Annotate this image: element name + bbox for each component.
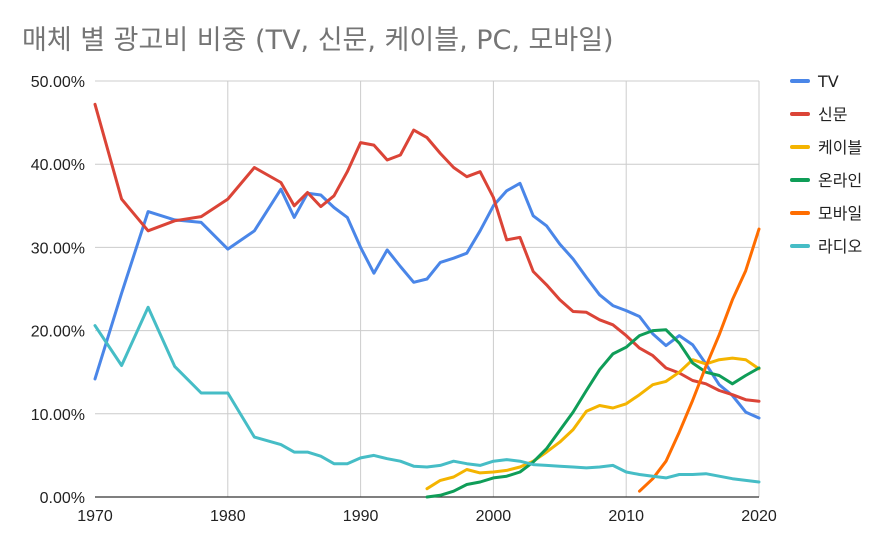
- x-tick-label: 1990: [343, 508, 379, 525]
- legend-item: 신문: [790, 105, 847, 124]
- legend-item: 온라인: [790, 171, 862, 190]
- legend-label: 신문: [818, 105, 847, 124]
- series-line-신문: [93, 102, 761, 403]
- legend-label: TV: [817, 72, 839, 91]
- x-tick-label: 2010: [608, 508, 644, 525]
- series-line-라디오: [93, 305, 761, 484]
- x-tick-label: 1980: [210, 508, 246, 525]
- y-tick-label: 40.00%: [31, 157, 85, 174]
- x-tick-label: 2020: [741, 508, 777, 525]
- chart-title: 매체 별 광고비 비중 (TV, 신문, 케이블, PC, 모바일): [22, 25, 614, 56]
- x-tick-label: 1970: [77, 508, 113, 525]
- x-axis-ticks: 1970 1980 1990 2000 2010 2020: [77, 508, 777, 525]
- y-tick-label: 0.00%: [40, 490, 85, 507]
- legend-item: TV: [790, 72, 839, 91]
- legend-label: 케이블: [818, 138, 862, 157]
- legend-item: 모바일: [790, 204, 862, 223]
- y-tick-label: 30.00%: [31, 240, 85, 257]
- y-tick-label: 10.00%: [31, 407, 85, 424]
- y-tick-label: 20.00%: [31, 324, 85, 341]
- series-lines: [93, 102, 761, 499]
- series-line-모바일: [638, 227, 761, 493]
- series-line-케이블: [425, 356, 761, 491]
- legend-item: 라디오: [790, 237, 862, 256]
- grid: [95, 80, 760, 498]
- legend-item: 케이블: [790, 138, 862, 157]
- series-line-TV: [93, 181, 761, 420]
- legend-label: 온라인: [818, 171, 862, 190]
- legend-label: 모바일: [818, 204, 862, 223]
- legend-label: 라디오: [818, 237, 862, 256]
- y-axis-ticks: 0.00% 10.00% 20.00% 30.00% 40.00% 50.00%: [31, 74, 85, 507]
- x-tick-label: 2000: [476, 508, 512, 525]
- y-tick-label: 50.00%: [31, 74, 85, 91]
